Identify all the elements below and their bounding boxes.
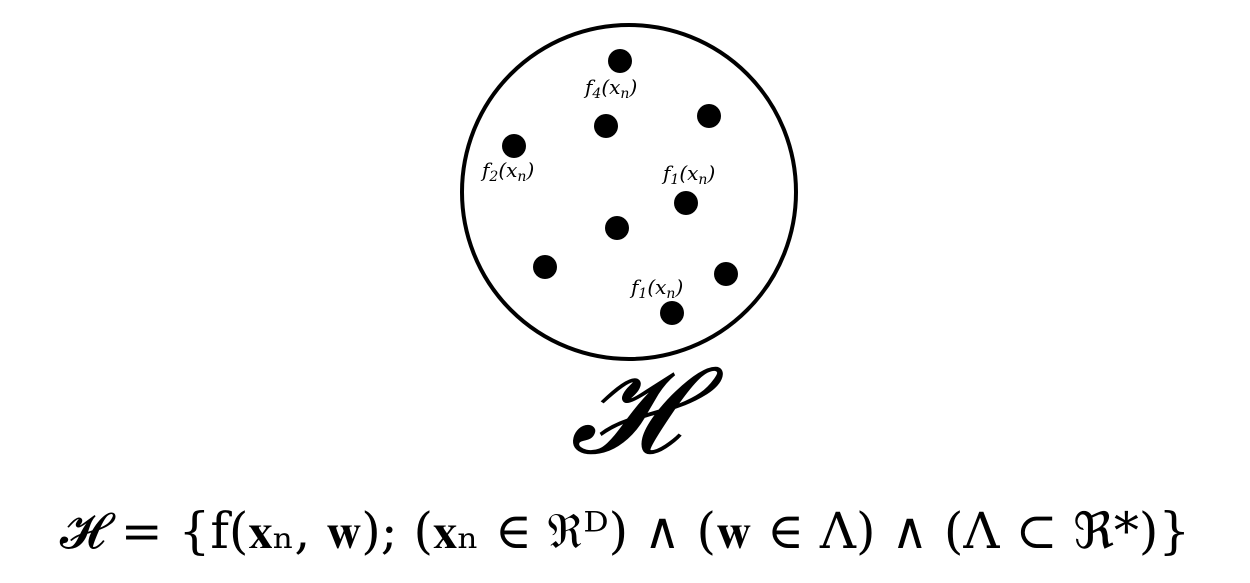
- hypothesis-point: [605, 216, 629, 240]
- hypothesis-set-definition: 𝓗 = {f(𝐱ₙ, 𝐰); (𝐱ₙ ∈ ℜᴰ) ∧ (𝐰 ∈ Λ) ∧ (Λ …: [59, 502, 1191, 560]
- point-label-f1-upper: f1(xn): [661, 161, 715, 188]
- hypothesis-point: [594, 114, 618, 138]
- point-label-f1-lower: f1(xn): [629, 275, 683, 302]
- hypothesis-set-circle: [460, 23, 798, 361]
- hypothesis-point: [697, 104, 721, 128]
- hypothesis-point: [608, 49, 632, 73]
- hypothesis-point: [714, 262, 738, 286]
- hypothesis-point: [502, 134, 526, 158]
- point-label-f2: f2(xn): [480, 158, 534, 185]
- hypothesis-point: [674, 191, 698, 215]
- point-label-f4: f4(xn): [583, 75, 637, 102]
- hypothesis-point: [533, 255, 557, 279]
- hypothesis-point: [660, 301, 684, 325]
- hypothesis-set-symbol: 𝓗: [570, 342, 724, 481]
